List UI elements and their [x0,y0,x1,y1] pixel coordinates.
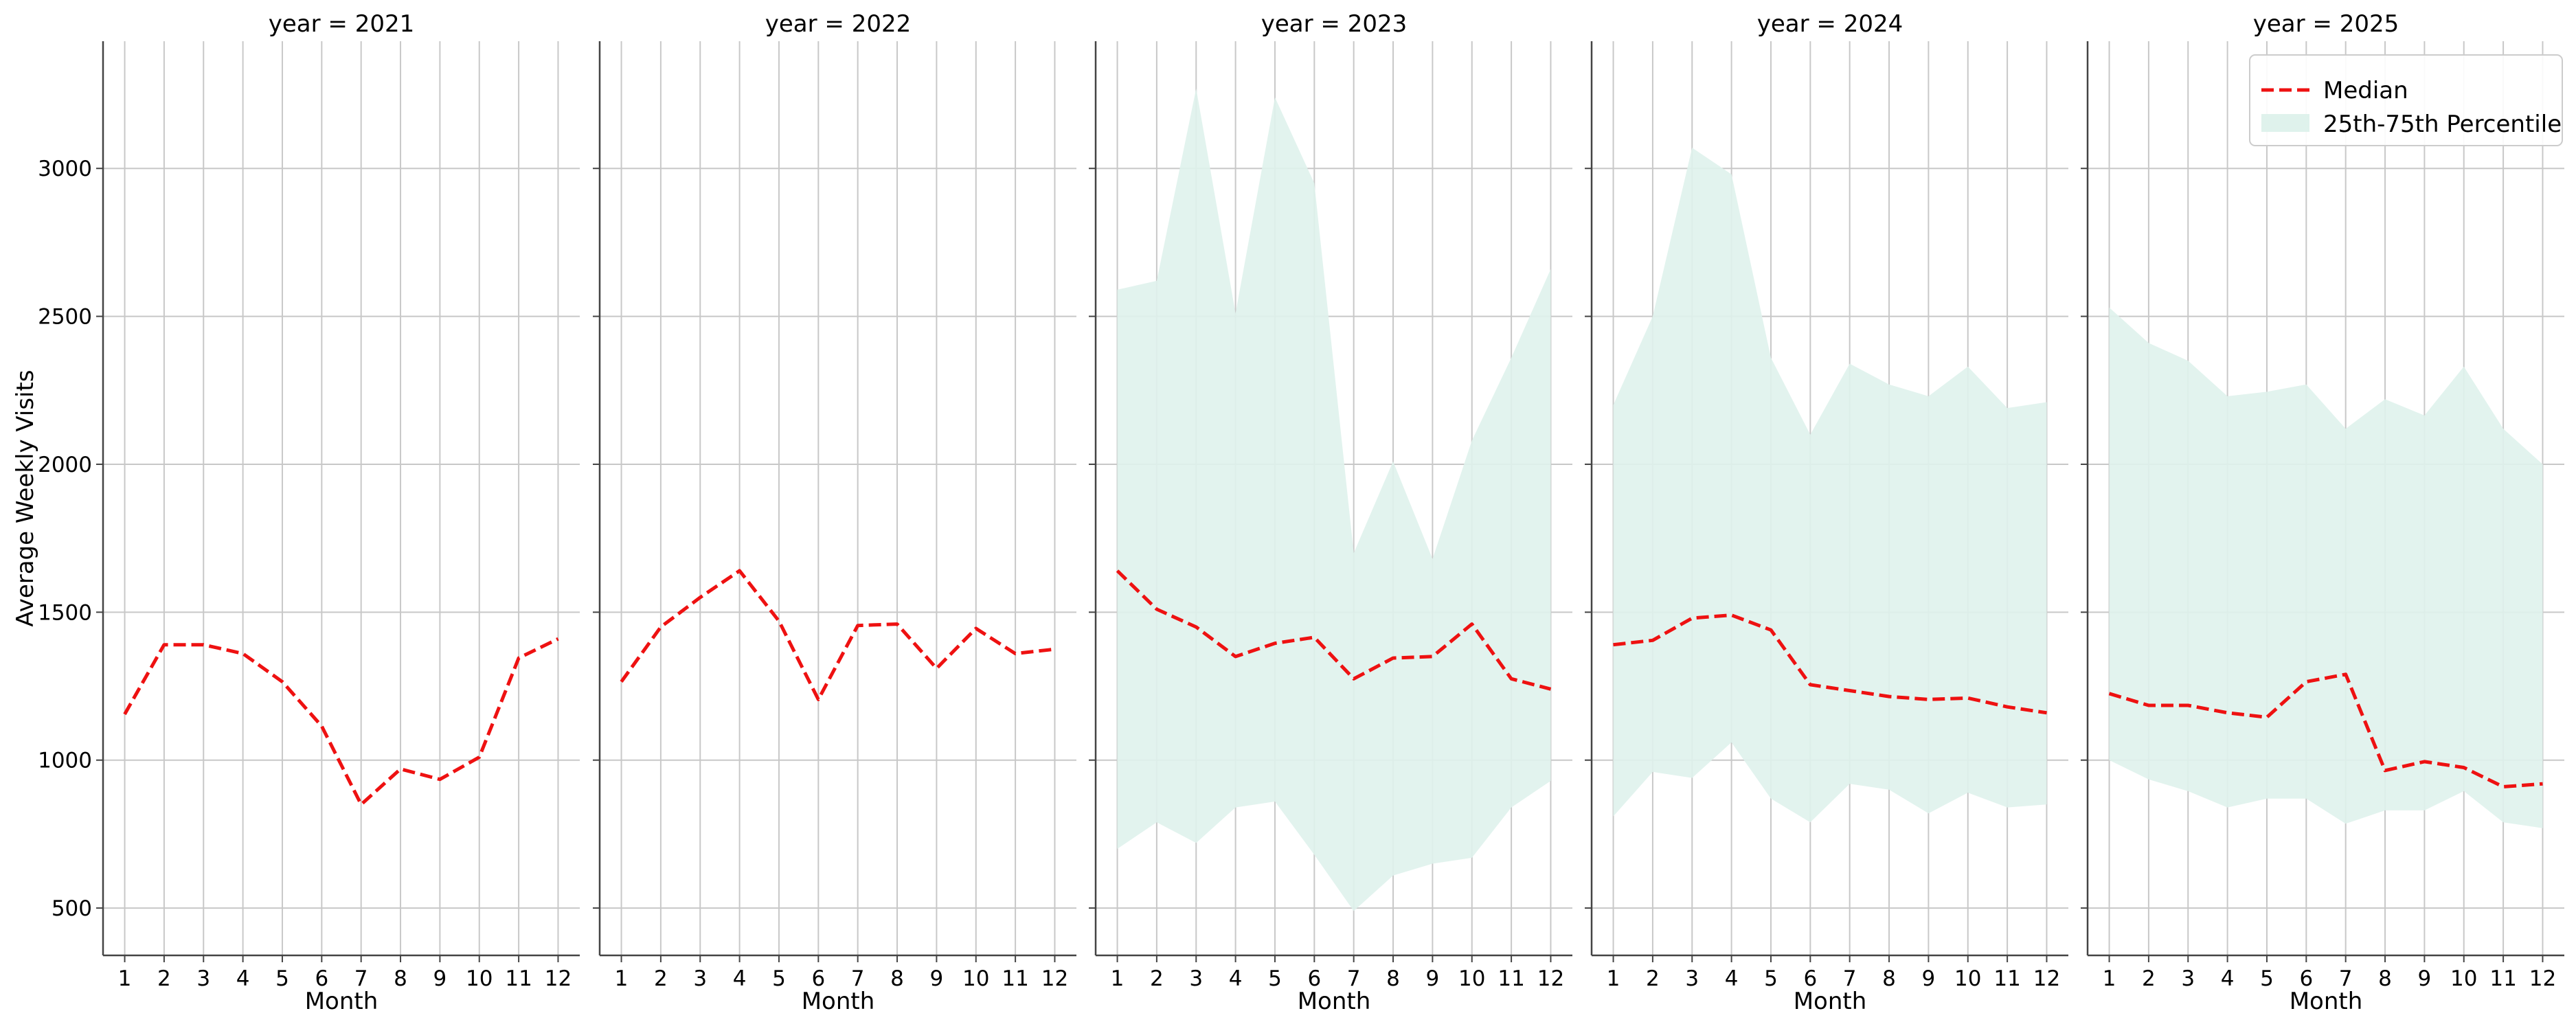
median-line [2108,672,2543,788]
x-tick-label: 5 [2260,966,2274,991]
x-tick-label: 11 [1002,966,1028,991]
x-tick-label: 6 [315,966,328,991]
x-tick-label: 10 [962,966,989,991]
x-tick-label: 11 [1993,966,2020,991]
x-tick-label: 9 [2418,966,2432,991]
x-tick-label: 4 [1725,966,1739,991]
x-axis-title: Month [2290,988,2363,1015]
y-tick-label: 1500 [38,600,92,625]
x-tick-label: 2 [1646,966,1660,991]
x-tick-label: 4 [733,966,747,991]
x-tick-label: 11 [1498,966,1524,991]
y-tick-label: 2000 [38,453,92,477]
x-tick-label: 7 [354,966,368,991]
x-tick-label: 4 [2221,966,2235,991]
panel-title: year = 2021 [269,10,414,38]
x-tick-label: 6 [1803,966,1817,991]
x-tick-label: 3 [1685,966,1699,991]
x-tick-label: 8 [890,966,904,991]
x-tick-label: 10 [1458,966,1485,991]
x-tick-label: 9 [1426,966,1440,991]
x-tick-label: 8 [2378,966,2392,991]
y-tick-label: 1000 [38,749,92,773]
y-tick-label: 3000 [38,157,92,181]
x-tick-label: 10 [2450,966,2477,991]
x-tick-label: 9 [1922,966,1936,991]
y-tick-label: 500 [52,896,92,921]
panel-title: year = 2022 [765,10,911,38]
x-tick-label: 8 [1386,966,1400,991]
median-line [123,637,559,806]
x-tick-label: 1 [118,966,132,991]
x-tick-label: 11 [2489,966,2516,991]
legend-band-label: 25th-75th Percentile [2323,111,2562,138]
x-tick-label: 9 [930,966,944,991]
x-tick-label: 6 [1307,966,1321,991]
x-tick-label: 3 [1189,966,1203,991]
legend-band-swatch [2261,114,2309,132]
x-tick-label: 5 [1764,966,1778,991]
x-tick-label: 6 [2299,966,2313,991]
x-tick-label: 4 [236,966,250,991]
x-tick-label: 8 [394,966,407,991]
x-tick-label: 1 [615,966,629,991]
median-line [1613,613,2047,715]
panel-title: year = 2024 [1757,10,1903,38]
x-axis-title: Month [1794,988,1867,1015]
x-tick-label: 12 [545,966,572,991]
legend-median-label: Median [2323,77,2408,104]
x-tick-label: 1 [1607,966,1620,991]
median-line [1116,569,1552,691]
percentile-band [2109,307,2543,828]
x-tick-label: 7 [851,966,865,991]
x-tick-label: 3 [196,966,210,991]
legend-box [2249,54,2563,146]
y-axis-title: Average Weekly Visits [12,370,39,626]
x-tick-label: 12 [1537,966,1564,991]
panel-title: year = 2023 [1261,10,1407,38]
panel-title: year = 2025 [2253,10,2399,38]
x-tick-label: 12 [2529,966,2556,991]
panel-2021: 1 2 3 4 5 6 7 8 9 10 11 1250010001500200025003000ye… [38,10,580,1015]
x-tick-label: 10 [466,966,493,991]
x-tick-label: 3 [2181,966,2195,991]
x-tick-label: 2 [654,966,668,991]
x-tick-label: 9 [433,966,447,991]
x-tick-label: 5 [1268,966,1282,991]
x-tick-label: 7 [2339,966,2353,991]
x-tick-label: 10 [1954,966,1981,991]
x-tick-label: 12 [2033,966,2060,991]
legend: Median 25th-75th Percentile [2249,54,2563,146]
x-tick-label: 5 [275,966,289,991]
x-tick-label: 7 [1347,966,1361,991]
x-tick-label: 7 [1843,966,1857,991]
x-axis-title: Month [802,988,875,1015]
percentile-band [1117,88,1551,911]
y-tick-label: 2500 [38,305,92,330]
x-tick-label: 2 [2142,966,2156,991]
x-tick-label: 1 [1111,966,1125,991]
x-tick-label: 11 [505,966,532,991]
x-tick-label: 1 [2103,966,2116,991]
x-tick-label: 2 [1150,966,1164,991]
x-axis-title: Month [1298,988,1371,1015]
x-tick-label: 6 [811,966,825,991]
percentile-band [1613,148,2047,823]
median-line [620,569,1055,701]
x-axis-title: Month [305,988,379,1015]
x-tick-label: 2 [157,966,171,991]
x-tick-label: 3 [693,966,707,991]
x-tick-label: 12 [1041,966,1068,991]
x-tick-label: 5 [772,966,786,991]
x-tick-label: 8 [1882,966,1896,991]
x-tick-label: 4 [1229,966,1243,991]
